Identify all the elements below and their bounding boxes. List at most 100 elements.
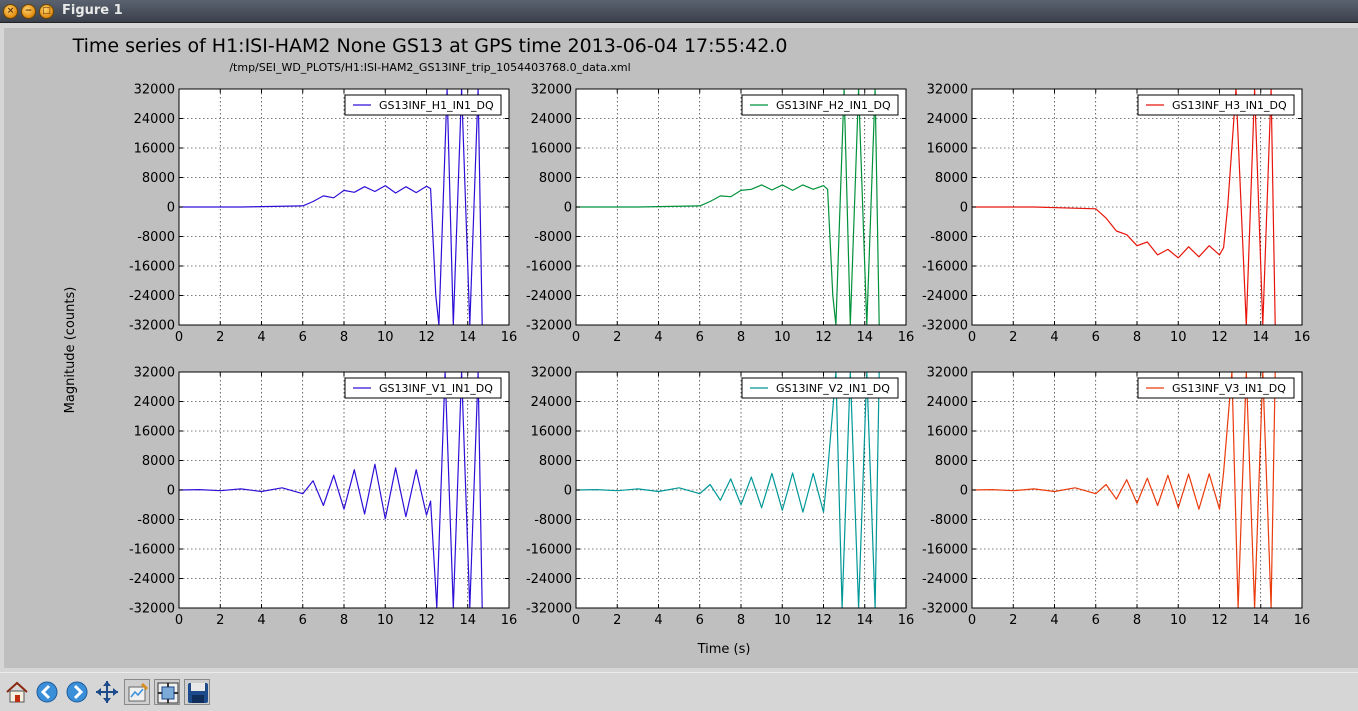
y-tick-label: -16000: [922, 260, 968, 275]
x-tick-label: 6: [696, 330, 704, 345]
x-tick-label: 0: [572, 613, 580, 628]
y-tick-label: -16000: [526, 543, 572, 558]
subplots-icon[interactable]: [154, 679, 180, 705]
x-tick-label: 10: [774, 330, 791, 345]
x-tick-label: 0: [572, 330, 580, 345]
title-bar: × − □ Figure 1: [0, 0, 1358, 23]
x-tick-label: 14: [459, 330, 476, 345]
subplot-5: 0 2 4 6 8 10 12 14 16 32000 24000 16000 8000 0 -8000 -1…: [526, 366, 914, 629]
y-tick-label: 32000: [927, 83, 968, 98]
y-tick-label: 0: [167, 484, 175, 499]
y-tick-label: 32000: [134, 366, 175, 381]
x-tick-label: 2: [613, 330, 621, 345]
y-tick-label: 16000: [134, 425, 175, 440]
y-tick-label: 0: [564, 484, 572, 499]
series-line-GS13INF_V3_IN1_DQ: [972, 372, 1276, 608]
x-tick-label: 10: [377, 330, 394, 345]
x-tick-label: 0: [968, 613, 976, 628]
y-tick-label: -8000: [534, 513, 572, 528]
close-icon[interactable]: ×: [3, 4, 18, 19]
y-tick-label: -32000: [526, 602, 572, 617]
navigation-toolbar: [0, 672, 1358, 711]
x-tick-label: 8: [737, 613, 745, 628]
x-tick-label: 12: [418, 330, 435, 345]
minimize-icon[interactable]: −: [21, 4, 36, 19]
y-tick-label: 32000: [134, 83, 175, 98]
legend: GS13INF_H1_IN1_DQ: [344, 94, 502, 116]
y-tick-label: 16000: [134, 142, 175, 157]
figure-canvas[interactable]: Time series of H1:ISI-HAM2 None GS13 at …: [4, 28, 1358, 668]
x-tick-label: 4: [654, 613, 662, 628]
y-tick-label: 8000: [539, 454, 572, 469]
legend-label: GS13INF_V2_IN1_DQ: [776, 382, 890, 395]
legend: GS13INF_V2_IN1_DQ: [741, 377, 899, 399]
x-tick-label: 8: [340, 330, 348, 345]
y-tick-label: 0: [960, 484, 968, 499]
legend: GS13INF_V3_IN1_DQ: [1137, 377, 1295, 399]
series-line-GS13INF_V1_IN1_DQ: [179, 372, 483, 608]
y-tick-label: 8000: [935, 171, 968, 186]
y-tick-label: -8000: [534, 230, 572, 245]
x-tick-label: 4: [1050, 330, 1058, 345]
subplot-2: 0 2 4 6 8 10 12 14 16 32000 24000 16000 8000 0 -8000 -1…: [526, 83, 914, 346]
y-tick-label: 0: [564, 201, 572, 216]
pan-move-icon[interactable]: [94, 679, 120, 705]
series-line-GS13INF_V2_IN1_DQ: [576, 372, 880, 608]
legend-label: GS13INF_H2_IN1_DQ: [776, 99, 891, 112]
plot-canvas: Time series of H1:ISI-HAM2 None GS13 at …: [63, 35, 1310, 657]
x-tick-label: 2: [613, 613, 621, 628]
chart-subtitle: /tmp/SEI_WD_PLOTS/H1:ISI-HAM2_GS13INF_tr…: [229, 61, 630, 74]
y-tick-label: 16000: [531, 142, 572, 157]
subplot-6: 0 2 4 6 8 10 12 14 16 32000 24000 16000 8000 0 -8000 -1…: [922, 366, 1310, 629]
x-tick-label: 4: [257, 330, 265, 345]
legend: GS13INF_H2_IN1_DQ: [741, 94, 899, 116]
x-tick-label: 0: [175, 330, 183, 345]
legend-box: [344, 377, 502, 399]
y-tick-label: -24000: [922, 289, 968, 304]
x-tick-label: 16: [501, 330, 518, 345]
y-tick-label: 24000: [927, 395, 968, 410]
y-tick-label: -8000: [137, 230, 175, 245]
x-tick-label: 10: [774, 613, 791, 628]
y-tick-label: 24000: [927, 112, 968, 127]
back-arrow-icon[interactable]: [34, 679, 60, 705]
x-tick-label: 0: [175, 613, 183, 628]
configure-icon[interactable]: [124, 679, 150, 705]
x-tick-label: 12: [418, 613, 435, 628]
forward-arrow-icon[interactable]: [64, 679, 90, 705]
y-tick-label: -32000: [129, 602, 175, 617]
y-tick-label: 24000: [531, 112, 572, 127]
legend-label: GS13INF_H1_IN1_DQ: [379, 99, 494, 112]
y-tick-label: -16000: [526, 260, 572, 275]
x-tick-label: 6: [299, 330, 307, 345]
x-tick-label: 6: [1092, 330, 1100, 345]
chart-title: Time series of H1:ISI-HAM2 None GS13 at …: [72, 35, 788, 57]
x-tick-label: 16: [501, 613, 518, 628]
x-tick-label: 6: [1092, 613, 1100, 628]
x-tick-label: 8: [737, 330, 745, 345]
y-tick-label: 32000: [531, 83, 572, 98]
y-tick-label: 24000: [531, 395, 572, 410]
y-tick-label: -16000: [129, 543, 175, 558]
window-title: Figure 1: [62, 3, 123, 18]
x-tick-label: 16: [1294, 330, 1311, 345]
x-axis-label: Time (s): [697, 642, 751, 657]
y-tick-label: 16000: [927, 425, 968, 440]
legend: GS13INF_V1_IN1_DQ: [344, 377, 502, 399]
x-tick-label: 14: [1252, 330, 1269, 345]
series-line-GS13INF_H3_IN1_DQ: [972, 89, 1276, 325]
y-tick-label: 8000: [539, 171, 572, 186]
x-tick-label: 10: [377, 613, 394, 628]
x-tick-label: 14: [856, 613, 873, 628]
legend-box: [741, 94, 899, 116]
y-tick-label: 8000: [142, 454, 175, 469]
x-tick-label: 16: [1294, 613, 1311, 628]
home-icon[interactable]: [4, 679, 30, 705]
save-icon[interactable]: [184, 679, 210, 705]
x-tick-label: 12: [1211, 613, 1228, 628]
maximize-icon[interactable]: □: [39, 4, 54, 19]
x-tick-label: 4: [257, 613, 265, 628]
x-tick-label: 4: [654, 330, 662, 345]
subplots-group: 0 2 4 6 8 10 12 14 1632000240001600080000-8000-1…: [129, 83, 1310, 629]
legend-box: [1137, 94, 1295, 116]
